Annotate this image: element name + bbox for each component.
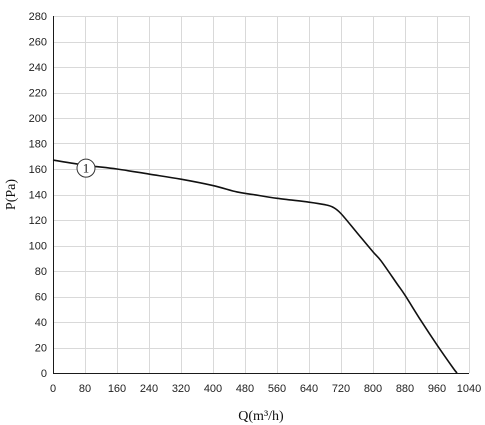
x-tick-label: 560 [268,383,286,395]
x-tick-label: 0 [50,383,56,395]
y-tick-label: 120 [29,215,47,227]
y-tick-label: 160 [29,164,47,176]
x-tick-label: 160 [108,383,126,395]
y-tick-label: 20 [35,343,47,355]
y-tick-label: 40 [35,317,47,329]
x-tick-label: 320 [172,383,190,395]
y-tick-label: 60 [35,292,47,304]
grid [53,16,470,373]
y-tick-label: 260 [29,37,47,49]
y-tick-label: 140 [29,190,47,202]
axes [53,16,469,374]
curve-marker-label: 1 [83,161,90,176]
x-tick-label: 640 [300,383,318,395]
x-tick-label: 720 [332,383,350,395]
curve-marker-circle [76,158,96,178]
x-tick-label: 960 [428,383,446,395]
y-tick-label: 180 [29,139,47,151]
y-axis-title: P(Pa) [4,179,19,210]
y-tick-label: 100 [29,241,47,253]
series-line [52,159,458,374]
y-tick-label: 200 [29,113,47,125]
x-tick-label: 880 [396,383,414,395]
x-tick-label: 1040 [457,383,481,395]
y-tick-label: 240 [29,62,47,74]
y-tick-label: 0 [41,368,47,380]
y-tick-label: 280 [29,11,47,23]
y-axis-ticks: 0 20 40 60 80 100 120 140 160 180 200 220 240 260 280 [29,11,47,380]
x-tick-label: 240 [140,383,158,395]
x-axis-title: Q(m³/h) [238,409,284,424]
y-tick-label: 80 [35,266,47,278]
x-tick-label: 400 [204,383,222,395]
x-tick-label: 480 [236,383,254,395]
x-tick-label: 80 [79,383,91,395]
y-tick-label: 220 [29,88,47,100]
x-axis-ticks: 0 80 160 240 320 400 480 560 640 720 800 880 960 1040 [50,383,481,395]
series [52,159,458,374]
annotations: 1 [76,158,96,178]
x-tick-label: 800 [364,383,382,395]
